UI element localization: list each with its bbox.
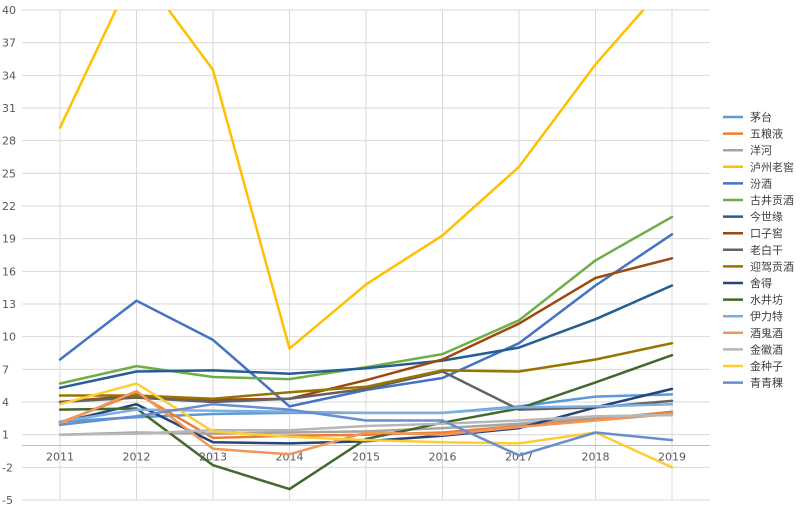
legend-label: 口子窖 <box>750 226 783 240</box>
legend-item: 口子窖 <box>723 226 783 240</box>
legend-label: 古井贡酒 <box>750 193 794 207</box>
legend-label: 伊力特 <box>750 309 783 323</box>
legend-item: 泸州老窖 <box>723 160 794 174</box>
legend-item: 汾酒 <box>723 177 772 190</box>
legend-item: 酒鬼酒 <box>723 326 783 340</box>
legend-item: 茅台 <box>723 110 772 124</box>
y-tick-label: 7 <box>2 363 9 376</box>
y-tick-label: 1 <box>2 429 9 442</box>
x-tick-label: 2019 <box>658 451 686 464</box>
legend-item: 迎驾贡酒 <box>723 260 794 273</box>
x-tick-label: 2015 <box>352 451 380 464</box>
legend-item: 金种子 <box>723 359 783 373</box>
y-tick-label: 4 <box>2 396 9 409</box>
y-tick-label: 40 <box>2 4 16 17</box>
legend-item: 舍得 <box>723 276 772 290</box>
series-line-16 <box>58 382 674 469</box>
legend-item: 青青稞 <box>723 376 783 390</box>
y-tick-label: 28 <box>2 135 16 148</box>
legend-label: 金徽酒 <box>750 342 783 356</box>
y-tick-label: 34 <box>2 69 16 82</box>
x-tick-label: 2012 <box>123 451 151 464</box>
y-tick-label: -2 <box>2 461 13 474</box>
y-tick-label: 19 <box>2 233 16 246</box>
y-tick-label: 22 <box>2 200 16 213</box>
y-tick-label: 25 <box>2 167 16 180</box>
x-tick-label: 2018 <box>582 451 610 464</box>
legend: 茅台五粮液洋河泸州老窖汾酒古井贡酒今世缘口子窖老白干迎驾贡酒舍得水井坊伊力特酒鬼… <box>723 110 794 390</box>
x-axis-ticks: 2011 2012 2013 2014 2015 2016 2017 2018 2019 <box>46 451 686 464</box>
legend-item: 金徽酒 <box>723 342 783 356</box>
legend-item: 洋河 <box>723 143 772 157</box>
y-tick-label: 10 <box>2 331 16 344</box>
legend-label: 五粮液 <box>750 127 783 141</box>
gridlines <box>22 9 710 501</box>
legend-label: 迎驾贡酒 <box>750 260 794 273</box>
legend-item: 老白干 <box>723 243 783 257</box>
x-tick-label: 2016 <box>429 451 457 464</box>
legend-label: 今世缘 <box>750 210 783 224</box>
legend-label: 金种子 <box>750 359 783 373</box>
legend-item: 水井坊 <box>723 293 783 307</box>
y-axis-ticks: -5 -2 1 4 7 10 13 16 19 22 25 28 31 34 37 40 <box>2 4 16 507</box>
series-lines <box>58 10 674 491</box>
series-line-4 <box>58 10 645 350</box>
legend-item: 五粮液 <box>723 127 783 141</box>
legend-item: 今世缘 <box>723 210 783 224</box>
y-tick-label: 31 <box>2 102 16 115</box>
y-tick-label: -5 <box>2 494 13 507</box>
series-line-14 <box>58 389 674 456</box>
y-tick-label: 16 <box>2 265 16 278</box>
legend-item: 伊力特 <box>723 309 783 323</box>
legend-label: 泸州老窖 <box>750 160 794 174</box>
legend-label: 汾酒 <box>750 177 772 190</box>
x-tick-label: 2011 <box>46 451 74 464</box>
y-tick-label: 13 <box>2 298 16 311</box>
legend-label: 茅台 <box>750 110 772 124</box>
legend-label: 酒鬼酒 <box>750 326 783 340</box>
series-line-10 <box>58 341 674 400</box>
legend-label: 老白干 <box>750 243 783 257</box>
y-tick-label: 37 <box>2 37 16 50</box>
legend-label: 舍得 <box>750 276 772 290</box>
series-line-15 <box>58 413 674 436</box>
legend-item: 古井贡酒 <box>723 193 794 207</box>
series-line-7 <box>58 284 674 390</box>
legend-label: 水井坊 <box>750 293 783 307</box>
series-line-17 <box>58 402 674 457</box>
legend-label: 洋河 <box>750 143 772 157</box>
legend-label: 青青稞 <box>750 376 783 390</box>
